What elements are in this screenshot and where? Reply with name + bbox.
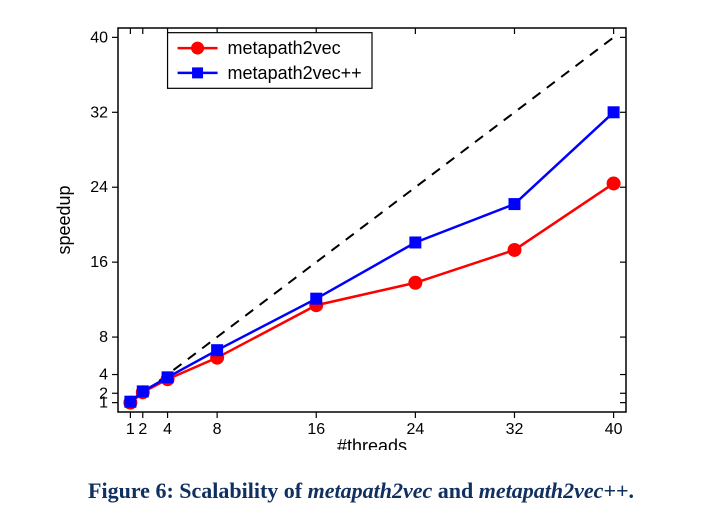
svg-text:32: 32: [90, 104, 108, 121]
svg-text:4: 4: [99, 367, 108, 384]
page-root: 124816243240124816243240#threadsspeedupm…: [0, 0, 722, 530]
svg-text:metapath2vec: metapath2vec: [228, 38, 341, 58]
caption-algo1: metapath2vec: [308, 478, 433, 503]
caption-prefix: Figure 6: Scalability of: [88, 478, 308, 503]
svg-text:2: 2: [138, 421, 147, 438]
svg-text:8: 8: [213, 421, 222, 438]
svg-text:24: 24: [90, 179, 108, 196]
svg-text:24: 24: [406, 421, 424, 438]
svg-text:32: 32: [506, 421, 524, 438]
caption-suffix: .: [628, 478, 634, 503]
scalability-chart: 124816243240124816243240#threadsspeedupm…: [40, 10, 660, 450]
svg-text:40: 40: [605, 421, 623, 438]
svg-text:speedup: speedup: [54, 185, 74, 254]
svg-text:16: 16: [90, 254, 108, 271]
chart-container: 124816243240124816243240#threadsspeedupm…: [40, 10, 660, 455]
caption-algo2: metapath2vec++: [479, 478, 629, 503]
svg-text:16: 16: [307, 421, 325, 438]
svg-text:4: 4: [163, 421, 172, 438]
caption-mid: and: [432, 478, 478, 503]
svg-text:#threads: #threads: [337, 436, 407, 450]
svg-text:8: 8: [99, 329, 108, 346]
svg-text:1: 1: [126, 421, 135, 438]
svg-text:2: 2: [99, 385, 108, 402]
svg-text:metapath2vec++: metapath2vec++: [228, 63, 362, 83]
svg-text:40: 40: [90, 29, 108, 46]
figure-caption: Figure 6: Scalability of metapath2vec an…: [0, 478, 722, 504]
